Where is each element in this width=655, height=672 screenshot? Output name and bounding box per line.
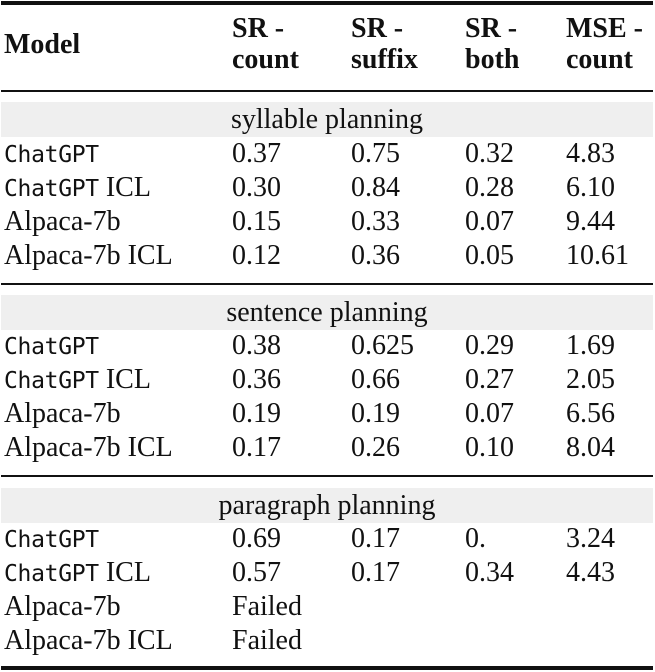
mse-count-cell: 4.83 <box>566 138 615 169</box>
sr-suffix-cell: 0.17 <box>351 523 400 554</box>
sr-suffix-cell: 0.66 <box>351 364 400 395</box>
header-line1: SR - <box>465 13 518 44</box>
sr-count-cell: 0.37 <box>232 138 281 169</box>
mse-count-cell: 6.10 <box>566 172 615 203</box>
sr-both-cell: 0.29 <box>465 330 514 361</box>
sr-count-cell: Failed <box>232 625 302 656</box>
header-model: Model <box>4 29 80 60</box>
header-sr-both: SR - both <box>465 13 519 75</box>
section-band-syllable: syllable planning <box>1 102 653 137</box>
header-sr-count: SR - count <box>232 13 299 75</box>
header-line2: suffix <box>351 44 418 75</box>
table-row: ChatGPT ICL 0.36 0.66 0.27 2.05 <box>1 363 653 397</box>
section-label: syllable planning <box>230 104 424 135</box>
sr-count-cell: 0.19 <box>232 398 281 429</box>
model-cell: ChatGPT ICL <box>4 557 151 588</box>
table-row: ChatGPT 0.38 0.625 0.29 1.69 <box>1 329 653 363</box>
header-sr-suffix: SR - suffix <box>351 13 418 75</box>
section-label: paragraph planning <box>218 490 436 521</box>
sr-suffix-cell: 0.75 <box>351 138 400 169</box>
mse-count-cell: 8.04 <box>566 432 615 463</box>
section-rule <box>1 283 653 285</box>
header-line2: count <box>232 44 299 75</box>
mse-count-cell: 9.44 <box>566 206 615 237</box>
sr-both-cell: 0.05 <box>465 240 514 271</box>
sr-both-cell: 0.32 <box>465 138 514 169</box>
sr-count-cell: 0.69 <box>232 523 281 554</box>
sr-both-cell: 0.28 <box>465 172 514 203</box>
sr-both-cell: 0.10 <box>465 432 514 463</box>
mse-count-cell: 6.56 <box>566 398 615 429</box>
top-rule <box>1 1 653 5</box>
header-rule <box>1 90 653 92</box>
model-cell: Alpaca-7b ICL <box>4 432 173 463</box>
sr-both-cell: 0.07 <box>465 398 514 429</box>
table-row: Alpaca-7b 0.15 0.33 0.07 9.44 <box>1 205 653 239</box>
mse-count-cell: 10.61 <box>566 240 629 271</box>
sr-both-cell: 0.34 <box>465 557 514 588</box>
table-row: Alpaca-7b Failed <box>1 590 653 624</box>
table-row: Alpaca-7b ICL 0.17 0.26 0.10 8.04 <box>1 431 653 465</box>
sr-count-cell: 0.15 <box>232 206 281 237</box>
sr-both-cell: 0.07 <box>465 206 514 237</box>
sr-both-cell: 0. <box>465 523 486 554</box>
section-band-sentence: sentence planning <box>1 295 653 330</box>
mse-count-cell: 1.69 <box>566 330 615 361</box>
sr-suffix-cell: 0.36 <box>351 240 400 271</box>
header-line2: both <box>465 44 520 75</box>
mse-count-cell: 2.05 <box>566 364 615 395</box>
sr-suffix-cell: 0.17 <box>351 557 400 588</box>
model-cell: Alpaca-7b <box>4 206 121 237</box>
table-row: Alpaca-7b ICL 0.12 0.36 0.05 10.61 <box>1 239 653 273</box>
header-line1: SR - <box>232 13 285 44</box>
mse-count-cell: 3.24 <box>566 523 615 554</box>
header-model-label: Model <box>4 29 81 60</box>
sr-both-cell: 0.27 <box>465 364 514 395</box>
bottom-rule <box>1 666 653 670</box>
model-cell: Alpaca-7b <box>4 398 121 429</box>
table-row: ChatGPT 0.69 0.17 0. 3.24 <box>1 522 653 556</box>
sr-suffix-cell: 0.33 <box>351 206 400 237</box>
sr-count-cell: 0.57 <box>232 557 281 588</box>
sr-suffix-cell: 0.19 <box>351 398 400 429</box>
section-rule <box>1 475 653 477</box>
sr-suffix-cell: 0.84 <box>351 172 400 203</box>
sr-count-cell: 0.30 <box>232 172 281 203</box>
table-row: ChatGPT ICL 0.57 0.17 0.34 4.43 <box>1 556 653 590</box>
mse-count-cell: 4.43 <box>566 557 615 588</box>
sr-count-cell: 0.17 <box>232 432 281 463</box>
table-row: ChatGPT 0.37 0.75 0.32 4.83 <box>1 137 653 171</box>
sr-count-cell: 0.38 <box>232 330 281 361</box>
sr-suffix-cell: 0.26 <box>351 432 400 463</box>
header-line1: MSE - <box>566 13 643 44</box>
model-cell: Alpaca-7b <box>4 591 121 622</box>
model-cell: Alpaca-7b ICL <box>4 625 173 656</box>
model-cell: ChatGPT <box>4 527 99 553</box>
model-cell: ChatGPT ICL <box>4 172 151 203</box>
section-band-paragraph: paragraph planning <box>1 488 653 523</box>
sr-count-cell: 0.12 <box>232 240 281 271</box>
sr-count-cell: Failed <box>232 591 302 622</box>
table-row: ChatGPT ICL 0.30 0.84 0.28 6.10 <box>1 171 653 205</box>
table-row: Alpaca-7b 0.19 0.19 0.07 6.56 <box>1 397 653 431</box>
table-row: Alpaca-7b ICL Failed <box>1 624 653 658</box>
model-cell: Alpaca-7b ICL <box>4 240 173 271</box>
header-line1: SR - <box>351 13 404 44</box>
model-cell: ChatGPT ICL <box>4 364 151 395</box>
header-line2: count <box>566 44 633 75</box>
section-label: sentence planning <box>226 297 428 328</box>
sr-count-cell: 0.36 <box>232 364 281 395</box>
model-cell: ChatGPT <box>4 142 99 168</box>
model-cell: ChatGPT <box>4 334 99 360</box>
sr-suffix-cell: 0.625 <box>351 330 414 361</box>
header-mse-count: MSE - count <box>566 13 643 75</box>
